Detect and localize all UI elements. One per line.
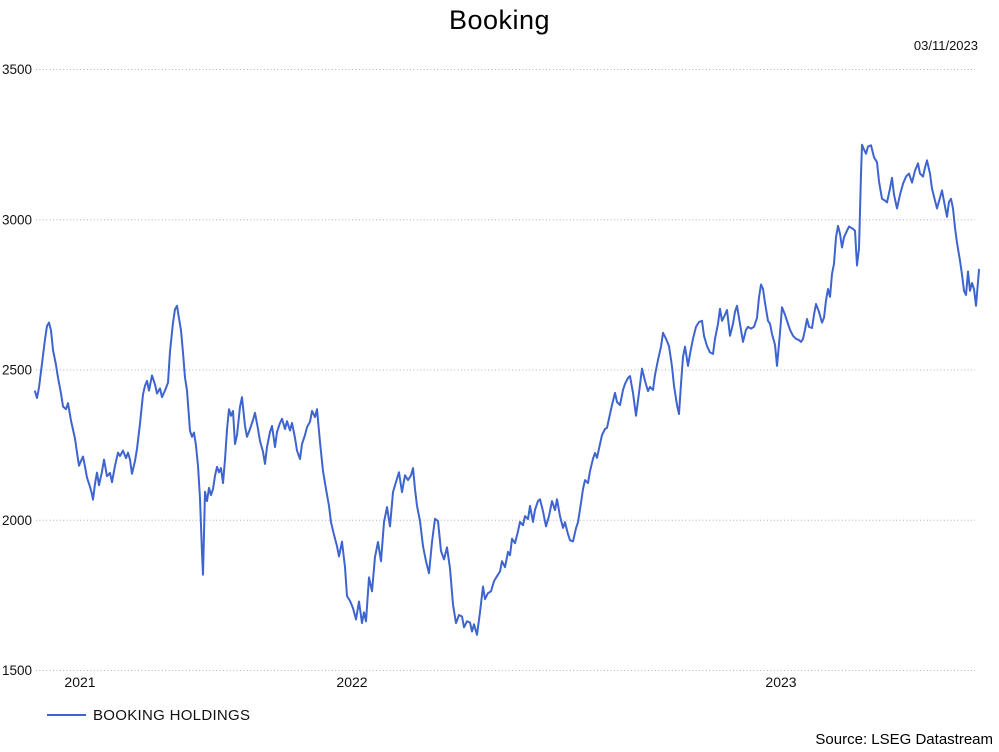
- y-axis-tick-label: 1500: [2, 663, 32, 678]
- y-axis-tick-label: 2500: [2, 363, 32, 378]
- y-axis-tick-label: 3000: [2, 212, 32, 227]
- x-axis-tick-label: 2023: [765, 674, 796, 690]
- x-axis-tick-label: 2021: [64, 674, 95, 690]
- source-credit: Source: LSEG Datastream: [815, 731, 993, 748]
- legend: BOOKING HOLDINGS: [47, 706, 251, 724]
- x-axis-tick-label: 2022: [336, 674, 367, 690]
- legend-label: BOOKING HOLDINGS: [93, 706, 251, 724]
- chart-date: 03/11/2023: [913, 38, 978, 53]
- y-axis-tick-label: 3500: [2, 62, 32, 77]
- y-axis-tick-label: 2000: [2, 513, 32, 528]
- price-line-series: [34, 143, 980, 636]
- chart-title: Booking: [448, 5, 551, 35]
- legend-line-swatch: [47, 714, 86, 716]
